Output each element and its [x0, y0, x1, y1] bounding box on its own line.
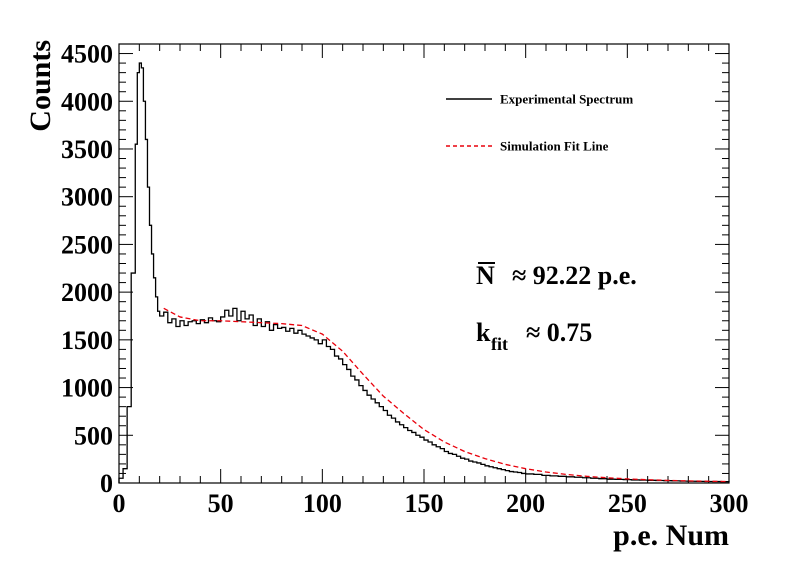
x-axis-title: p.e. Num: [613, 519, 729, 552]
y-tick-label: 2000: [61, 278, 113, 307]
legend-label-simulation: Simulation Fit Line: [500, 139, 609, 154]
annotation-mean-symbol: N: [476, 261, 495, 290]
annotation-kfit: k fit ≈ 0.75: [476, 318, 592, 354]
x-tick-label: 150: [405, 489, 444, 518]
x-tick-label: 50: [208, 489, 234, 518]
y-axis-title: Counts: [24, 40, 57, 132]
y-tick-label: 2500: [61, 230, 113, 259]
x-tick-label: 100: [303, 489, 342, 518]
simulation-fit-line: [163, 307, 730, 483]
annotation-mean: N ≈ 92.22 p.e.: [476, 261, 637, 290]
x-tick-label: 250: [608, 489, 647, 518]
y-tick-label: 4500: [61, 40, 113, 69]
legend-label-experimental: Experimental Spectrum: [500, 92, 633, 107]
y-tick-label: 3500: [61, 135, 113, 164]
y-tick-label: 1500: [61, 326, 113, 355]
x-tick-label: 300: [710, 489, 749, 518]
y-tick-label: 3000: [61, 183, 113, 212]
annotation-kfit-symbol: k: [476, 318, 491, 347]
series-layer: [118, 62, 730, 483]
x-tick-label: 0: [113, 489, 126, 518]
legend: Experimental Spectrum Simulation Fit Lin…: [446, 92, 633, 154]
axis-ticks: [118, 43, 730, 484]
annotation-mean-value: ≈ 92.22 p.e.: [512, 261, 637, 290]
y-tick-label: 0: [100, 469, 113, 498]
x-tick-label: 200: [506, 489, 545, 518]
annotation-kfit-value: ≈ 0.75: [526, 318, 592, 347]
y-tick-label: 500: [74, 421, 113, 450]
plot-frame: [118, 43, 730, 484]
tick-labels: 0 50 100 150 200 250 3000500100015002000250030…: [61, 40, 749, 518]
y-tick-label: 1000: [61, 374, 113, 403]
y-tick-label: 4000: [61, 87, 113, 116]
experimental-spectrum-line: [118, 62, 730, 483]
annotation-kfit-subscript: fit: [491, 334, 508, 354]
